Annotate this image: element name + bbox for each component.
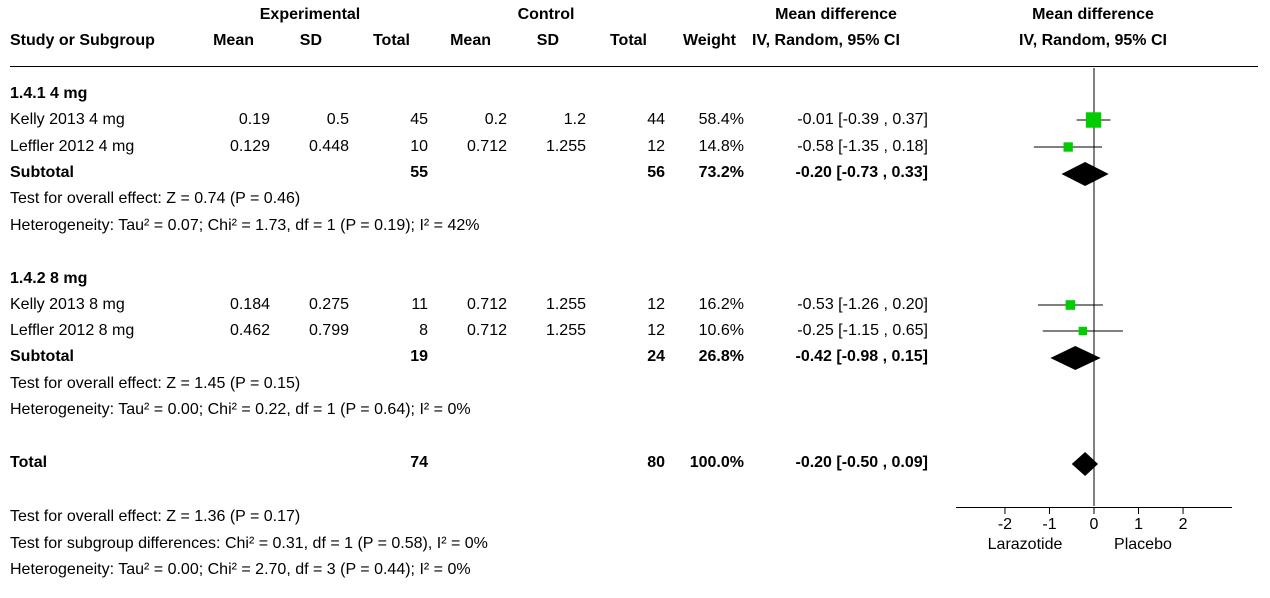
- study-effect-marker: [1065, 300, 1076, 310]
- subgroup-differences-test: Test for subgroup differences: Chi² = 0.…: [10, 535, 488, 552]
- x-tick-label: 2: [1179, 516, 1188, 533]
- md-ci: -0.42 [-0.98 , 0.15]: [795, 348, 928, 365]
- ctl-sd-header: SD: [536, 32, 559, 49]
- subtotal-label: Subtotal: [10, 348, 74, 365]
- subgroup-label: 1.4.2 8 mg: [10, 270, 88, 287]
- exp-sd: 0.5: [326, 111, 349, 128]
- total-label: Total: [10, 454, 48, 471]
- pooled-effect-diamond: [1050, 346, 1101, 370]
- ctl-mean: 0.2: [484, 111, 507, 128]
- ctl-total: 44: [647, 111, 665, 128]
- md-ci: -0.53 [-1.26 , 0.20]: [797, 296, 928, 313]
- exp-total-header: Total: [372, 32, 410, 49]
- exp-total: 19: [410, 348, 428, 365]
- left-favours-label: Larazotide: [988, 536, 1063, 553]
- subgroup-label: 1.4.1 4 mg: [10, 85, 88, 102]
- exp-mean: 0.129: [229, 138, 270, 155]
- md-ci: -0.20 [-0.50 , 0.09]: [795, 454, 928, 471]
- md-ci: -0.01 [-0.39 , 0.37]: [797, 111, 928, 128]
- ctl-mean: 0.712: [466, 296, 507, 313]
- weight: 14.8%: [698, 138, 744, 155]
- exp-mean: 0.184: [229, 296, 270, 313]
- weight-header: Weight: [682, 32, 736, 49]
- heterogeneity-text: Heterogeneity: Tau² = 0.07; Chi² = 1.73,…: [10, 217, 480, 234]
- pooled-effect-diamond: [1071, 452, 1099, 476]
- exp-total: 10: [410, 138, 428, 155]
- exp-mean-header: Mean: [213, 32, 254, 49]
- weight: 16.2%: [698, 296, 744, 313]
- exp-sd-header: SD: [299, 32, 322, 49]
- study-name: Kelly 2013 8 mg: [10, 296, 125, 313]
- subtotal-label: Subtotal: [10, 164, 74, 181]
- exp-mean: 0.462: [229, 322, 270, 339]
- exp-total: 8: [419, 322, 428, 339]
- x-tick-label: 0: [1090, 516, 1099, 533]
- overall-effect-test: Test for overall effect: Z = 1.36 (P = 0…: [10, 508, 301, 525]
- ctl-sd: 1.255: [545, 296, 586, 313]
- x-tick-label: 1: [1134, 516, 1143, 533]
- study-column-header: Study or Subgroup: [10, 32, 155, 49]
- exp-total: 55: [410, 164, 428, 181]
- overall-effect-test: Test for overall effect: Z = 0.74 (P = 0…: [10, 190, 301, 207]
- ctl-total: 12: [647, 322, 665, 339]
- x-tick-label: -2: [998, 516, 1012, 533]
- weight: 100.0%: [689, 454, 744, 471]
- study-effect-marker: [1078, 326, 1088, 336]
- ctl-sd: 1.255: [545, 322, 586, 339]
- study-effect-marker: [1063, 142, 1073, 152]
- ctl-mean-header: Mean: [450, 32, 491, 49]
- heterogeneity-text: Heterogeneity: Tau² = 0.00; Chi² = 2.70,…: [10, 561, 471, 578]
- right-favours-label: Placebo: [1114, 536, 1172, 553]
- overall-effect-test: Test for overall effect: Z = 1.45 (P = 0…: [10, 375, 301, 392]
- md-ci: -0.58 [-1.35 , 0.18]: [797, 138, 928, 155]
- weight: 73.2%: [698, 164, 744, 181]
- ctl-total: 56: [647, 164, 665, 181]
- ctl-sd: 1.255: [545, 138, 586, 155]
- ctl-total: 24: [647, 348, 665, 365]
- md-method-header: IV, Random, 95% CI: [752, 32, 900, 49]
- md-ci: -0.25 [-1.15 , 0.65]: [797, 322, 928, 339]
- plot-method-header: IV, Random, 95% CI: [1019, 32, 1167, 49]
- ctl-total: 12: [647, 138, 665, 155]
- weight: 58.4%: [698, 111, 744, 128]
- study-name: Kelly 2013 4 mg: [10, 111, 125, 128]
- plot-title: Mean difference: [1032, 6, 1154, 23]
- ctl-total: 12: [647, 296, 665, 313]
- exp-total: 74: [410, 454, 428, 471]
- exp-total: 11: [411, 296, 428, 313]
- exp-sd: 0.275: [308, 296, 349, 313]
- control-group-header: Control: [517, 6, 575, 23]
- heterogeneity-text: Heterogeneity: Tau² = 0.00; Chi² = 0.22,…: [10, 401, 471, 418]
- weight: 10.6%: [698, 322, 744, 339]
- ctl-mean: 0.712: [466, 138, 507, 155]
- ctl-total: 80: [647, 454, 665, 471]
- study-name: Leffler 2012 8 mg: [10, 322, 135, 339]
- exp-mean: 0.19: [238, 111, 270, 128]
- exp-sd: 0.448: [308, 138, 349, 155]
- experimental-group-header: Experimental: [259, 6, 361, 23]
- ctl-total-header: Total: [609, 32, 647, 49]
- study-name: Leffler 2012 4 mg: [10, 138, 135, 155]
- ctl-mean: 0.712: [466, 322, 507, 339]
- study-effect-marker: [1085, 112, 1102, 128]
- x-tick-label: -1: [1042, 516, 1056, 533]
- exp-sd: 0.799: [308, 322, 349, 339]
- md-ci: -0.20 [-0.73 , 0.33]: [795, 164, 928, 181]
- pooled-effect-diamond: [1061, 162, 1109, 186]
- mean-difference-header: Mean difference: [775, 6, 897, 23]
- weight: 26.8%: [698, 348, 744, 365]
- ctl-sd: 1.2: [563, 111, 586, 128]
- exp-total: 45: [410, 111, 428, 128]
